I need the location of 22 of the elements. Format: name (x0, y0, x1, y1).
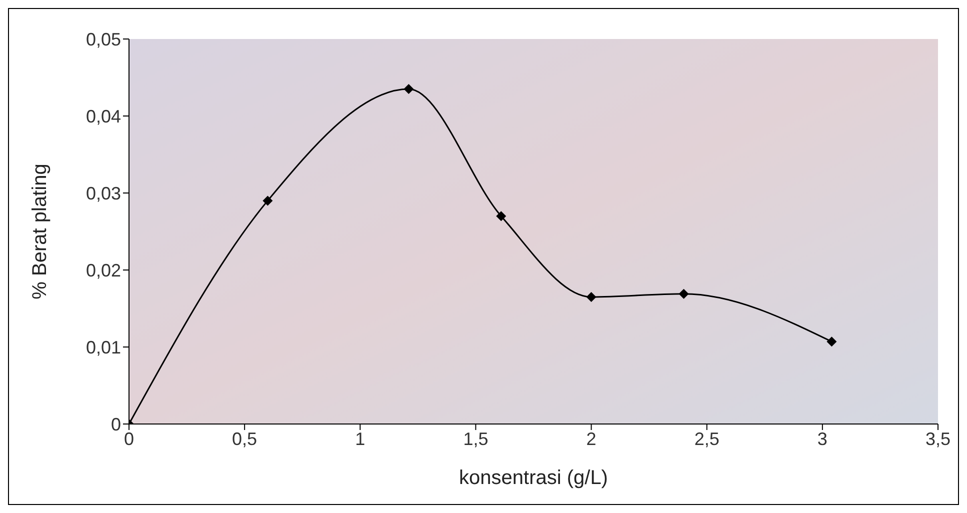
x-tick-label: 0 (124, 428, 134, 449)
point (262, 196, 273, 206)
x-tick-label: 2 (586, 428, 596, 449)
y-tick-label: 0,01 (86, 337, 121, 358)
point (404, 84, 414, 94)
x-tick-label: 0,5 (232, 428, 258, 449)
y-tick-label: 0,04 (86, 106, 121, 126)
y-tick-label: 0 (110, 414, 121, 434)
x-tick-label: 1 (355, 428, 366, 449)
y-tick-label: 0,02 (86, 260, 121, 280)
x-tick-label: 2,5 (694, 428, 720, 449)
y-axis-title: % Berat plating (29, 164, 52, 300)
point (586, 292, 596, 302)
point (678, 288, 689, 299)
x-tick-label: 3,5 (925, 428, 951, 449)
x-tick-label: 1,5 (463, 428, 488, 449)
y-tick-label: 0,05 (86, 29, 121, 50)
point (826, 336, 837, 347)
x-axis-title: konsentrasi (g/L) (459, 467, 608, 489)
x-tick-label: 3 (817, 428, 828, 449)
y-tick-label: 0,03 (86, 183, 121, 204)
point (496, 211, 506, 222)
